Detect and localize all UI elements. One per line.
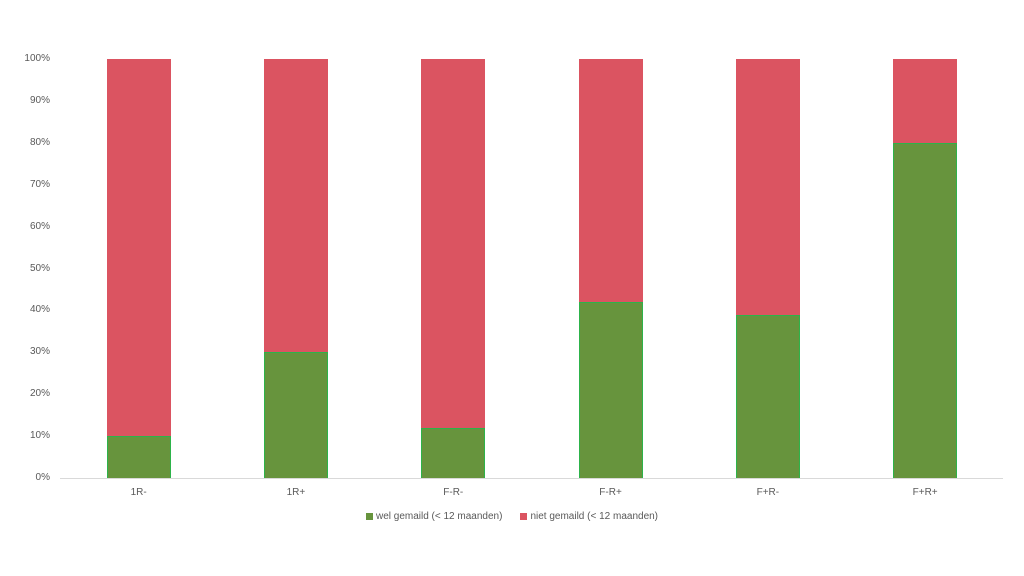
x-tick-label: F+R+ — [912, 487, 938, 498]
x-axis-line — [60, 478, 1003, 479]
bar-F+R- — [735, 59, 800, 478]
bar-segment-niet-gemaild — [893, 59, 958, 143]
bar-segment-wel-gemaild — [106, 436, 171, 478]
legend-item-wel-gemaild: wel gemaild (< 12 maanden) — [365, 511, 503, 522]
bar-segment-wel-gemaild — [893, 142, 958, 478]
bar-segment-wel-gemaild — [421, 427, 486, 478]
bar-segment-wel-gemaild — [735, 314, 800, 478]
bar-segment-niet-gemaild — [106, 59, 171, 437]
bar-segment-wel-gemaild — [263, 352, 328, 478]
y-tick-label: 70% — [29, 178, 50, 190]
y-tick-label: 80% — [29, 136, 50, 148]
bar-segment-niet-gemaild — [421, 59, 486, 428]
bar-1R- — [106, 59, 171, 478]
y-tick-label: 90% — [29, 94, 50, 106]
y-tick-label: 100% — [24, 53, 50, 64]
x-tick-label: F-R+ — [599, 487, 622, 498]
x-tick-label: 1R+ — [286, 487, 306, 498]
legend: wel gemaild (< 12 maanden) niet gemaild … — [0, 511, 1024, 522]
bar-segment-niet-gemaild — [735, 59, 800, 315]
x-tick-label: 1R- — [130, 487, 147, 498]
legend-label: niet gemaild (< 12 maanden) — [530, 511, 659, 522]
bar-1R+ — [263, 59, 328, 478]
y-tick-label: 10% — [29, 430, 50, 442]
y-tick-label: 60% — [29, 220, 50, 232]
legend-item-niet-gemaild: niet gemaild (< 12 maanden) — [520, 511, 658, 522]
x-tick-label: F-R- — [443, 487, 464, 498]
legend-swatch-green — [365, 513, 373, 520]
legend-swatch-red — [520, 513, 528, 520]
bar-F-R+ — [578, 59, 643, 478]
y-tick-label: 40% — [29, 304, 50, 316]
x-tick-label: F+R- — [756, 487, 780, 498]
legend-label: wel gemaild (< 12 maanden) — [375, 511, 503, 522]
y-tick-label: 50% — [29, 262, 50, 274]
bar-F+R+ — [893, 59, 958, 478]
bar-F-R- — [421, 59, 486, 478]
y-tick-label: 20% — [29, 388, 50, 400]
y-tick-label: 0% — [35, 472, 50, 483]
bar-segment-niet-gemaild — [263, 59, 328, 353]
bar-segment-niet-gemaild — [578, 59, 643, 303]
bar-segment-wel-gemaild — [578, 302, 643, 478]
y-tick-label: 30% — [29, 346, 50, 358]
